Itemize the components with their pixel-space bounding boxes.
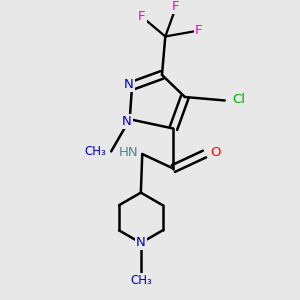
Text: F: F xyxy=(172,0,179,13)
Text: Cl: Cl xyxy=(233,93,246,106)
Text: N: N xyxy=(124,78,134,91)
Text: CH₃: CH₃ xyxy=(84,145,106,158)
Text: O: O xyxy=(211,146,221,159)
Text: CH₃: CH₃ xyxy=(130,274,152,287)
Text: N: N xyxy=(122,115,132,128)
Text: N: N xyxy=(136,236,146,249)
Text: F: F xyxy=(138,10,146,23)
Text: F: F xyxy=(195,24,202,37)
Text: HN: HN xyxy=(118,146,138,159)
